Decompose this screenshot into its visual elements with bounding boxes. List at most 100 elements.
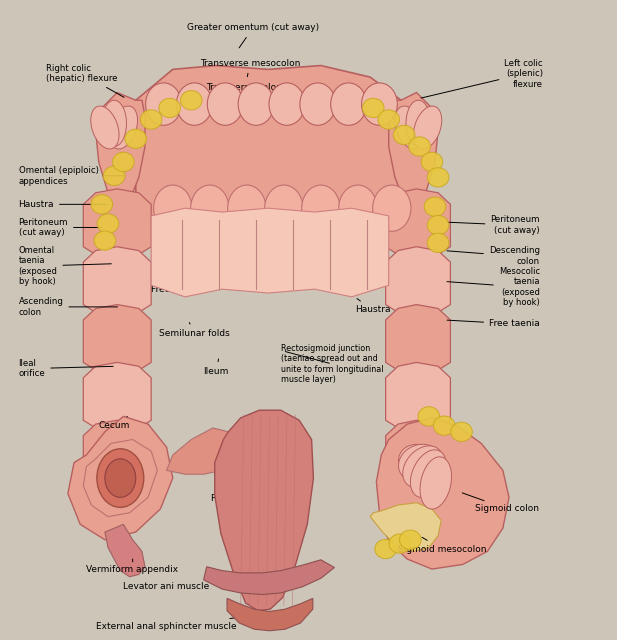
Circle shape <box>105 459 136 497</box>
Text: Rectum: Rectum <box>210 483 254 504</box>
Polygon shape <box>83 420 151 490</box>
Ellipse shape <box>400 530 421 549</box>
Ellipse shape <box>424 197 445 216</box>
Text: Vermiform appendix: Vermiform appendix <box>86 559 178 573</box>
Polygon shape <box>215 410 313 611</box>
Polygon shape <box>83 189 151 259</box>
Text: Sigmoid colon: Sigmoid colon <box>462 493 539 513</box>
Polygon shape <box>389 93 438 208</box>
Text: Cecum: Cecum <box>99 417 130 430</box>
Polygon shape <box>167 428 244 474</box>
Ellipse shape <box>399 444 441 482</box>
Text: Free taenia: Free taenia <box>151 279 202 294</box>
Ellipse shape <box>339 185 377 231</box>
Text: Right colic
(hepatic) flexure: Right colic (hepatic) flexure <box>46 64 124 97</box>
Polygon shape <box>386 189 450 259</box>
Ellipse shape <box>395 106 423 149</box>
Ellipse shape <box>94 231 116 250</box>
Ellipse shape <box>103 166 125 186</box>
Polygon shape <box>83 362 151 432</box>
Ellipse shape <box>146 83 181 125</box>
Ellipse shape <box>269 83 305 125</box>
Polygon shape <box>68 417 173 540</box>
Text: Peritoneum
(cut away): Peritoneum (cut away) <box>19 218 102 237</box>
Polygon shape <box>83 247 151 316</box>
Ellipse shape <box>91 195 112 214</box>
Ellipse shape <box>413 106 442 149</box>
Ellipse shape <box>394 125 415 145</box>
Ellipse shape <box>408 137 431 156</box>
Ellipse shape <box>450 422 473 442</box>
Ellipse shape <box>427 168 449 187</box>
Ellipse shape <box>362 83 397 125</box>
Text: Sigmoid mesocolon: Sigmoid mesocolon <box>398 538 486 554</box>
Text: Omental (epiploic)
appendices: Omental (epiploic) appendices <box>19 166 124 186</box>
Ellipse shape <box>140 110 162 129</box>
Text: Levator ani muscle: Levator ani muscle <box>123 580 229 591</box>
Ellipse shape <box>420 457 452 509</box>
Polygon shape <box>83 305 151 374</box>
Ellipse shape <box>125 129 147 148</box>
Ellipse shape <box>112 152 135 172</box>
Ellipse shape <box>102 100 126 147</box>
Ellipse shape <box>421 152 442 172</box>
Ellipse shape <box>300 83 336 125</box>
Text: Ileal
orifice: Ileal orifice <box>19 359 114 378</box>
Ellipse shape <box>378 110 400 129</box>
Ellipse shape <box>418 407 439 426</box>
Text: Ileum: Ileum <box>204 359 229 376</box>
Text: Omental
taenia
(exposed
by hook): Omental taenia (exposed by hook) <box>19 246 111 286</box>
Ellipse shape <box>91 106 119 149</box>
Ellipse shape <box>176 83 212 125</box>
Text: Transverse colon: Transverse colon <box>206 83 281 100</box>
Text: Descending
colon: Descending colon <box>447 246 540 266</box>
Polygon shape <box>386 247 450 316</box>
Ellipse shape <box>410 450 446 497</box>
Text: Ascending
colon: Ascending colon <box>19 297 118 317</box>
Ellipse shape <box>389 534 411 553</box>
Ellipse shape <box>427 216 449 235</box>
Polygon shape <box>227 598 313 631</box>
Text: Left colic
(splenic)
flexure: Left colic (splenic) flexure <box>421 59 543 98</box>
Ellipse shape <box>159 99 181 118</box>
Ellipse shape <box>362 99 384 118</box>
Polygon shape <box>376 418 509 569</box>
Text: Haustra: Haustra <box>355 298 391 314</box>
Ellipse shape <box>302 185 340 231</box>
Polygon shape <box>83 440 157 516</box>
Text: Peritoneum
(cut away): Peritoneum (cut away) <box>447 216 540 235</box>
Ellipse shape <box>265 185 303 231</box>
Polygon shape <box>370 503 441 551</box>
Polygon shape <box>386 362 450 432</box>
Text: Mesocolic
taenia
(exposed
by hook): Mesocolic taenia (exposed by hook) <box>447 267 540 307</box>
Polygon shape <box>136 65 401 239</box>
Ellipse shape <box>406 100 431 147</box>
Ellipse shape <box>331 83 366 125</box>
Circle shape <box>97 449 144 508</box>
Ellipse shape <box>97 214 118 233</box>
Ellipse shape <box>403 446 443 488</box>
Ellipse shape <box>399 444 441 482</box>
Polygon shape <box>96 93 145 208</box>
Ellipse shape <box>228 185 266 231</box>
Text: Haustra: Haustra <box>19 200 107 209</box>
Text: Rectosigmoid junction
(taeniae spread out and
unite to form longitudinal
muscle : Rectosigmoid junction (taeniae spread ou… <box>281 344 383 384</box>
Polygon shape <box>386 420 450 490</box>
Ellipse shape <box>154 185 192 231</box>
Ellipse shape <box>375 540 396 559</box>
Text: Transverse mesocolon: Transverse mesocolon <box>200 59 300 77</box>
Text: Semilunar folds: Semilunar folds <box>159 323 230 339</box>
Text: Greater omentum (cut away): Greater omentum (cut away) <box>187 24 319 48</box>
Ellipse shape <box>109 106 138 149</box>
Polygon shape <box>386 305 450 374</box>
Ellipse shape <box>433 416 455 435</box>
Ellipse shape <box>207 83 243 125</box>
Text: Free taenia: Free taenia <box>447 319 540 328</box>
Ellipse shape <box>180 91 202 110</box>
Ellipse shape <box>427 233 449 253</box>
Polygon shape <box>204 560 334 595</box>
Ellipse shape <box>191 185 229 231</box>
Polygon shape <box>151 208 389 297</box>
Text: External anal sphincter muscle: External anal sphincter muscle <box>96 617 241 630</box>
Text: Omental taenia: Omental taenia <box>196 107 267 122</box>
